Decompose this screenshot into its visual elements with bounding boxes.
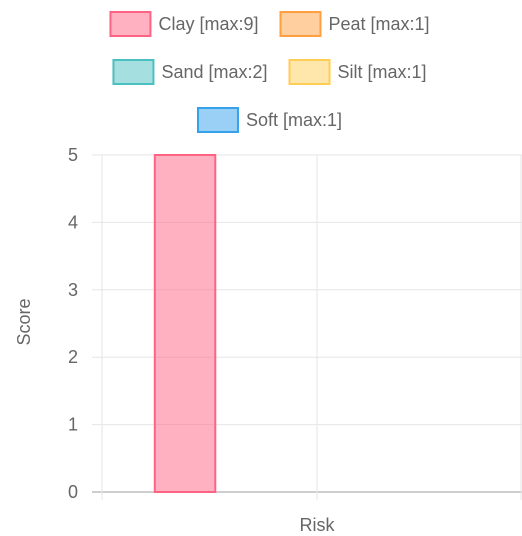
y-tick-label: 1 (68, 415, 78, 435)
legend-label: Clay [max:9] (158, 14, 258, 34)
legend-item[interactable]: Clay [max:9] (109, 11, 258, 37)
legend-swatch (279, 11, 322, 37)
legend-item[interactable]: Peat [max:1] (279, 11, 430, 37)
y-axis-ticks: 0 1 2 3 4 5 (68, 145, 78, 502)
y-tick-label: 0 (68, 482, 78, 502)
legend-item[interactable]: Soft [max:1] (196, 107, 342, 133)
y-tick-label: 3 (68, 280, 78, 300)
legend-item[interactable]: Sand [max:2] (112, 59, 268, 85)
bars (153, 154, 217, 493)
y-tick-label: 5 (68, 145, 78, 165)
y-axis-title: Score (14, 298, 34, 345)
legend-label: Silt [max:1] (338, 62, 427, 82)
legend-swatch (288, 59, 331, 85)
legend-label: Peat [max:1] (328, 14, 429, 34)
x-axis-title: Risk (300, 515, 336, 535)
legend-swatch (112, 59, 155, 85)
y-tick-label: 2 (68, 347, 78, 367)
y-tick-label: 4 (68, 212, 78, 232)
bar[interactable] (153, 154, 217, 493)
legend-swatch (109, 11, 152, 37)
legend-swatch (196, 107, 239, 133)
legend-label: Sand [max:2] (161, 62, 267, 82)
legend-label: Soft [max:1] (246, 110, 342, 130)
legend-item[interactable]: Silt [max:1] (288, 59, 427, 85)
legend: Clay [max:9] Peat [max:1] Sand [max:2] Silt… (109, 11, 430, 133)
